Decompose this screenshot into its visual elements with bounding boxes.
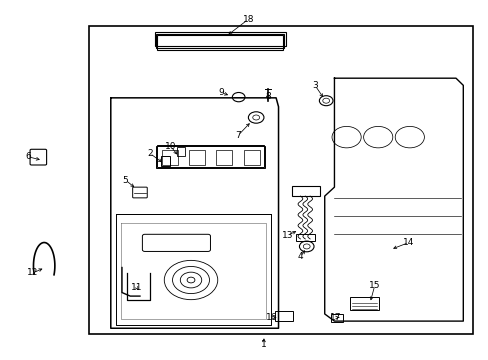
Bar — [243, 150, 259, 165]
Text: 13: 13 — [281, 231, 292, 240]
Text: 3: 3 — [311, 81, 317, 90]
Text: 4: 4 — [297, 252, 303, 261]
Text: 12: 12 — [27, 268, 39, 277]
Bar — [291, 186, 320, 196]
Text: 9: 9 — [218, 88, 224, 97]
Text: 14: 14 — [402, 238, 414, 247]
Text: 7: 7 — [235, 131, 241, 140]
Bar — [156, 33, 284, 48]
Text: 2: 2 — [146, 149, 152, 158]
Bar — [295, 234, 314, 241]
Text: 8: 8 — [264, 91, 270, 100]
Bar — [216, 150, 232, 165]
Bar — [154, 32, 285, 46]
Text: 17: 17 — [329, 313, 341, 322]
Bar — [157, 145, 264, 167]
Bar — [274, 311, 292, 321]
Text: 6: 6 — [25, 152, 31, 161]
Bar — [161, 157, 169, 166]
Text: 1: 1 — [261, 340, 266, 349]
Text: 16: 16 — [265, 313, 276, 322]
Text: 5: 5 — [122, 176, 128, 185]
Bar — [157, 35, 283, 50]
Bar — [189, 150, 204, 165]
Bar — [177, 147, 184, 156]
Bar — [350, 297, 378, 310]
Bar — [162, 150, 178, 165]
Text: 18: 18 — [242, 15, 254, 24]
Bar — [330, 314, 343, 322]
Bar — [89, 26, 472, 334]
Text: 11: 11 — [131, 283, 142, 292]
Text: 15: 15 — [368, 281, 380, 290]
Bar — [156, 146, 265, 168]
Text: 10: 10 — [164, 141, 176, 150]
